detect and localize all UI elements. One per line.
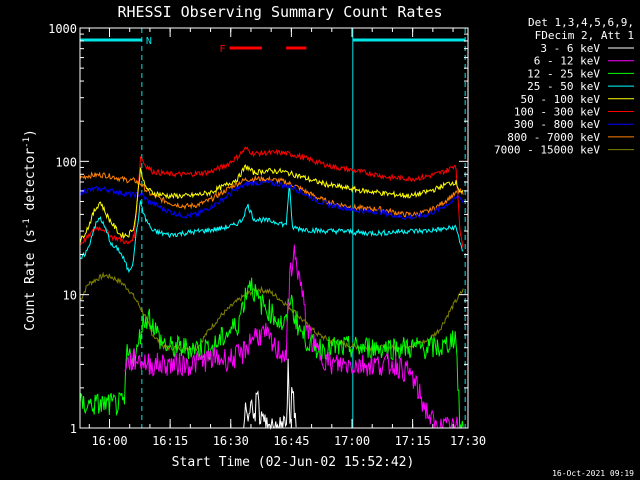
flag-label: F <box>220 44 226 55</box>
legend-label: 7000 - 15000 keV <box>494 144 600 157</box>
y-axis: 1 10 100 1000 <box>48 22 468 436</box>
series-line <box>79 164 464 244</box>
y-tick-label: 1 <box>70 422 77 436</box>
y-label-sup2: -1 <box>22 137 32 148</box>
legend-header-detectors: Det 1,3,4,5,6,9, <box>528 16 634 29</box>
flag-label: N <box>146 36 152 47</box>
x-axis: 16:00 16:15 16:30 16:45 17:00 17:15 17:30 <box>88 28 486 448</box>
x-tick-label: 17:30 <box>450 434 486 448</box>
y-label-part1: Count Rate (s <box>23 229 38 331</box>
legend-label: 12 - 25 keV <box>527 67 600 80</box>
series-line <box>243 358 297 430</box>
plot-area: NF <box>79 28 466 430</box>
legend: Det 1,3,4,5,6,9, FDecim 2, Att 1 3 - 6 k… <box>494 16 634 157</box>
y-label-sup1: -1 <box>22 218 32 229</box>
y-tick-label: 10 <box>63 289 77 303</box>
legend-label: 25 - 50 keV <box>527 80 600 93</box>
series-line <box>79 178 464 221</box>
x-axis-label: Start Time (02-Jun-02 15:52:42) <box>172 455 415 470</box>
y-tick-label: 100 <box>55 155 77 169</box>
series-line <box>79 188 464 274</box>
y-axis-label: Count Rate (s-1 detector-1) <box>22 129 38 331</box>
chart-title: RHESSI Observing Summary Count Rates <box>117 3 442 21</box>
x-tick-label: 17:00 <box>334 434 370 448</box>
series-line <box>79 277 464 429</box>
x-tick-label: 16:15 <box>152 434 188 448</box>
series-line <box>79 271 464 353</box>
legend-header-decimation: FDecim 2, Att 1 <box>535 29 634 42</box>
legend-label: 50 - 100 keV <box>521 93 601 106</box>
y-label-part3: ) <box>23 129 38 137</box>
series-line <box>124 244 460 429</box>
x-tick-label: 16:30 <box>213 434 249 448</box>
x-tick-label: 17:15 <box>395 434 431 448</box>
y-tick-label: 1000 <box>48 22 77 36</box>
legend-label: 300 - 800 keV <box>514 118 600 131</box>
y-label-part2: detector <box>23 148 38 219</box>
legend-label: 6 - 12 keV <box>534 55 601 68</box>
plot-frame <box>79 27 469 429</box>
legend-label: 100 - 300 keV <box>514 106 600 119</box>
legend-label: 3 - 6 keV <box>540 42 600 55</box>
generation-timestamp: 16-Oct-2021 09:19 <box>552 469 634 478</box>
x-tick-label: 16:45 <box>273 434 309 448</box>
series-line <box>79 146 464 248</box>
legend-label: 800 - 7000 keV <box>507 131 600 144</box>
x-tick-label: 16:00 <box>91 434 127 448</box>
